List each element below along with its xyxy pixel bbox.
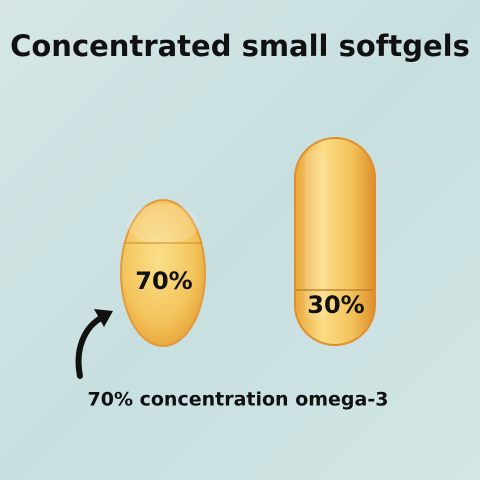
softgel-label: 30% (307, 291, 364, 319)
caption: 70% concentration omega-3 (88, 389, 389, 411)
small-softgel: 70% (120, 199, 206, 347)
large-softgel: 30% (294, 137, 376, 346)
softgel-label: 70% (135, 267, 192, 295)
title: Concentrated small softgels (10, 29, 470, 63)
arrow (75, 309, 113, 379)
